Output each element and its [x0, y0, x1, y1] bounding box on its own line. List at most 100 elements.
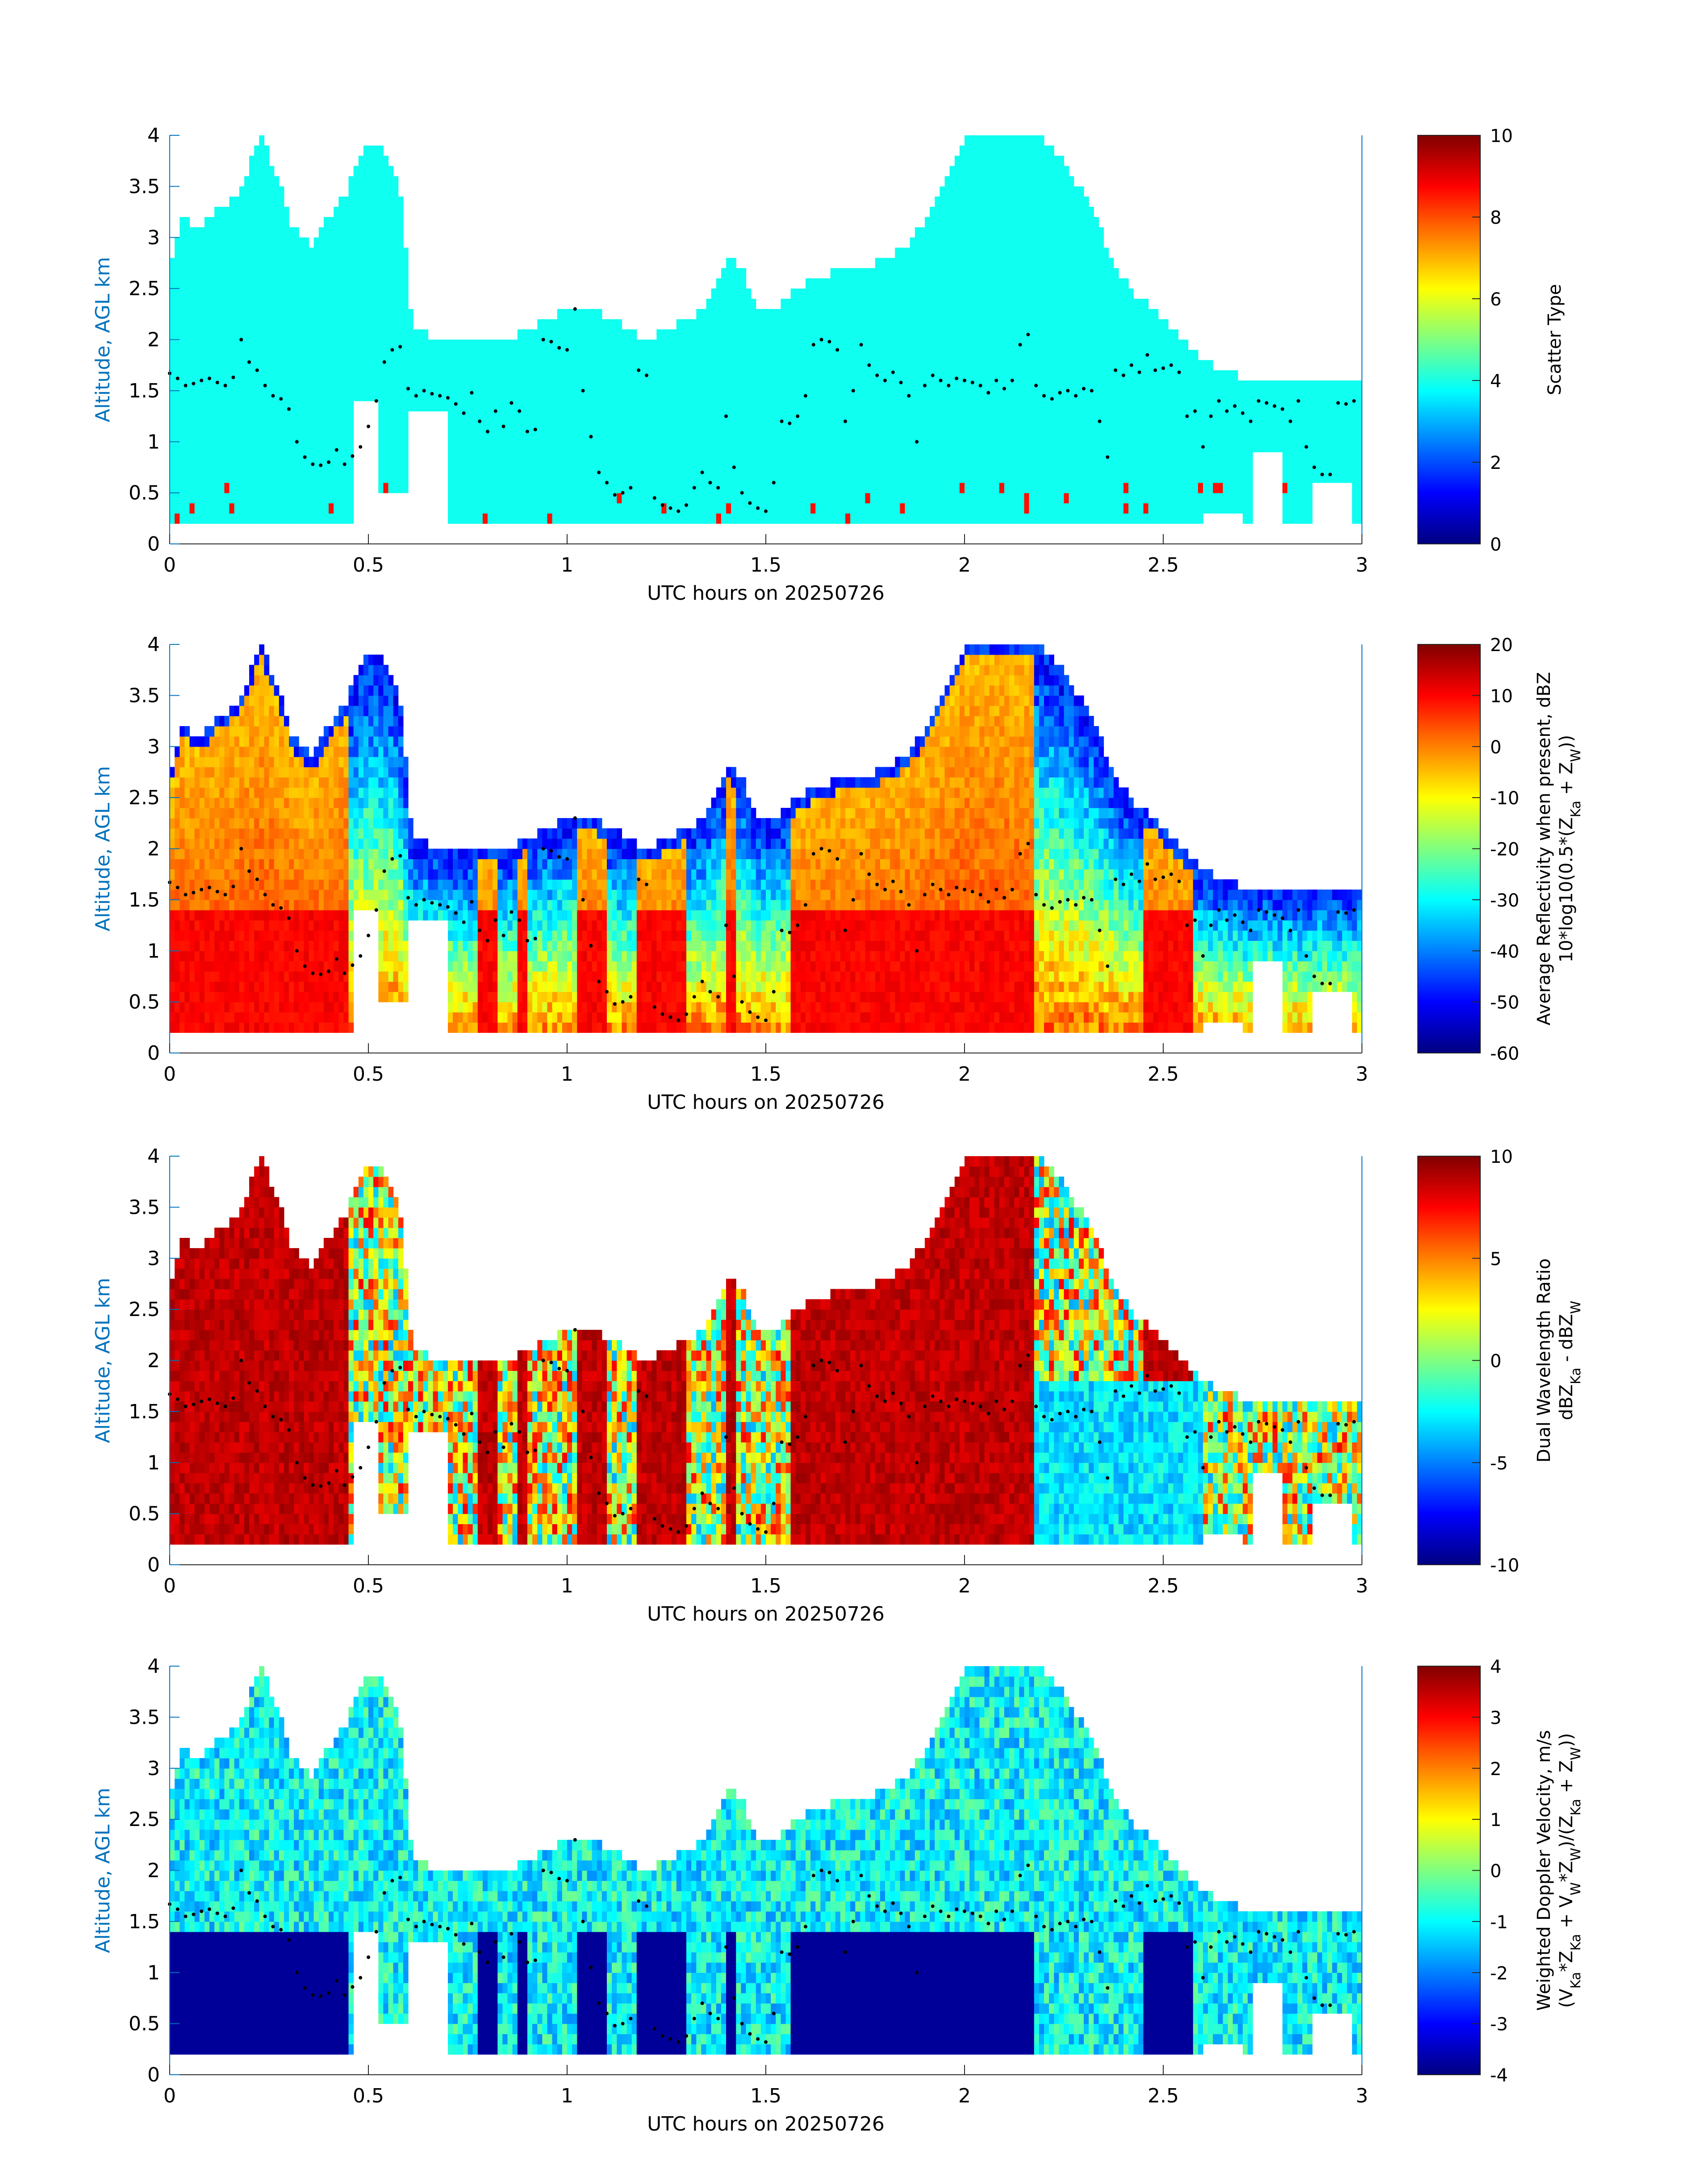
heatmap-cell	[1104, 431, 1109, 442]
heatmap-cell	[170, 513, 175, 524]
heatmap-cell	[363, 248, 369, 259]
heatmap-cell	[582, 360, 587, 371]
heatmap-cell	[597, 401, 602, 412]
heatmap-cell	[602, 340, 607, 351]
heatmap-cell	[974, 176, 980, 187]
heatmap-cell	[597, 319, 602, 330]
heatmap-cell	[1044, 330, 1049, 340]
heatmap-cell	[205, 360, 210, 371]
heatmap-cell	[935, 452, 940, 463]
heatmap-cell	[994, 513, 1000, 524]
heatmap-cell	[969, 513, 975, 524]
heatmap-cell	[214, 330, 220, 340]
heatmap-cell	[930, 227, 935, 238]
heatmap-cell	[960, 309, 965, 320]
heatmap-cell	[334, 452, 339, 463]
heatmap-cell	[776, 483, 781, 493]
heatmap-cell	[1044, 422, 1049, 432]
heatmap-cell	[656, 431, 662, 442]
heatmap-cell	[1014, 422, 1019, 432]
heatmap-cell	[219, 227, 225, 238]
heatmap-cell	[319, 227, 324, 238]
heatmap-cell	[940, 207, 945, 217]
heatmap-cell	[985, 350, 990, 360]
heatmap-cell	[567, 319, 572, 330]
heatmap-cell	[721, 442, 727, 452]
heatmap-cell	[1024, 370, 1030, 381]
heatmap-cell	[895, 431, 900, 442]
heatmap-cell	[582, 493, 587, 504]
heatmap-cell	[274, 442, 280, 452]
heatmap-cell	[552, 360, 558, 371]
heatmap-cell	[1094, 319, 1099, 330]
heatmap-cell	[473, 380, 478, 391]
heatmap-cell	[721, 452, 727, 463]
heatmap-cell	[756, 319, 761, 330]
heatmap-cell	[299, 411, 304, 422]
heatmap-cell	[329, 278, 334, 289]
heatmap-cell	[632, 493, 637, 504]
heatmap-cell	[1044, 340, 1049, 351]
heatmap-cell	[706, 401, 712, 412]
heatmap-cell	[1004, 227, 1010, 238]
heatmap-cell	[343, 472, 349, 483]
heatmap-cell	[925, 483, 930, 493]
heatmap-cell	[343, 370, 349, 381]
heatmap-cell	[592, 391, 597, 401]
heatmap-cell	[950, 319, 955, 330]
heatmap-cell	[895, 258, 900, 269]
heatmap-cell	[895, 360, 900, 371]
heatmap-cell	[1059, 442, 1064, 452]
heatmap-cell	[895, 513, 900, 524]
heatmap-cell	[1049, 156, 1054, 167]
heatmap-cell	[950, 288, 955, 299]
heatmap-cell	[269, 186, 275, 197]
heatmap-cell	[831, 319, 836, 330]
heatmap-cell	[940, 227, 945, 238]
heatmap-cell	[781, 380, 786, 391]
heatmap-cell	[815, 278, 821, 289]
heatmap-cell	[587, 442, 593, 452]
heatmap-cell	[1059, 176, 1064, 187]
heatmap-cell	[413, 350, 418, 360]
heatmap-cell	[801, 493, 806, 504]
heatmap-cell	[572, 340, 577, 351]
heatmap-cell	[716, 330, 722, 340]
heatmap-cell	[453, 483, 458, 493]
heatmap-cell	[557, 391, 563, 401]
heatmap-cell	[274, 503, 280, 514]
heatmap-cell	[940, 422, 945, 432]
heatmap-cell	[334, 299, 339, 309]
heatmap-cell	[1089, 462, 1094, 473]
heatmap-cell	[254, 401, 259, 412]
heatmap-cell	[502, 401, 508, 412]
heatmap-cell	[930, 513, 935, 524]
heatmap-cell	[259, 156, 264, 167]
heatmap-cell	[711, 493, 717, 504]
heatmap-cell	[885, 411, 890, 422]
heatmap-cell	[398, 258, 404, 269]
heatmap-cell	[1009, 207, 1015, 217]
heatmap-cell	[1119, 309, 1124, 320]
heatmap-cell	[458, 401, 463, 412]
heatmap-cell	[1064, 472, 1069, 483]
heatmap-cell	[1019, 319, 1024, 330]
heatmap-cell	[403, 299, 409, 309]
heatmap-cell	[184, 411, 190, 422]
heatmap-cell	[661, 513, 667, 524]
heatmap-cell	[840, 380, 846, 391]
heatmap-cell	[488, 340, 493, 351]
heatmap-cell	[254, 431, 259, 442]
heatmap-cell	[224, 472, 230, 483]
heatmap-cell	[463, 431, 468, 442]
heatmap-cell	[289, 278, 294, 289]
heatmap-cell	[840, 360, 846, 371]
heatmap-cell	[1004, 431, 1010, 442]
heatmap-cell	[701, 360, 706, 371]
heatmap-cell	[324, 350, 329, 360]
heatmap-cell	[309, 503, 314, 514]
heatmap-cell	[999, 483, 1005, 493]
heatmap-cell	[756, 380, 761, 391]
heatmap-cell	[806, 330, 811, 340]
heatmap-cell	[960, 431, 965, 442]
